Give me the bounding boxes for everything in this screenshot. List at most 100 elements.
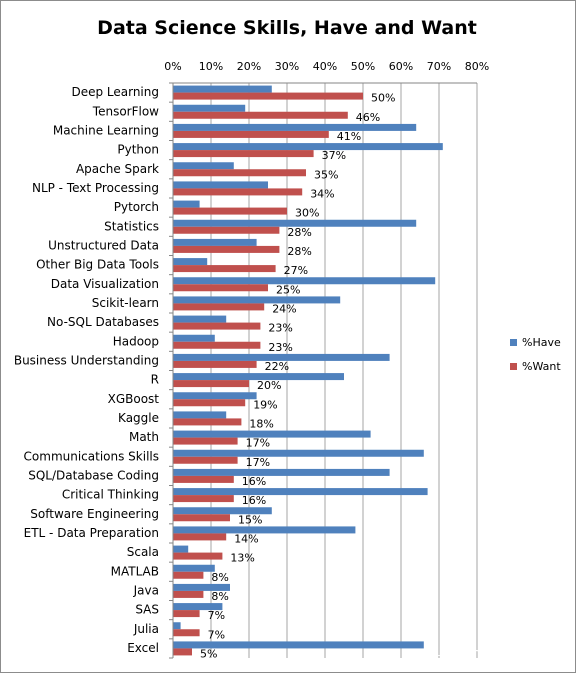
category-label: Kaggle [118,411,159,425]
bar-have [173,277,436,285]
axes: 0% 10% 20% 30% 40% 50% 60% 70% 80% Deep Learning T… [14,60,489,659]
bar-want [173,475,234,483]
bar-have [173,468,390,476]
bar-have [173,564,215,572]
bar-have [173,200,200,208]
data-label: 23% [268,341,292,354]
bar-have [173,526,356,534]
data-label: 14% [234,532,258,545]
x-tick-label: 60% [389,60,413,73]
legend: %Have %Want [510,336,561,373]
bar-want [173,552,223,560]
category-label: Unstructured Data [48,238,159,252]
bar-want [173,610,200,618]
bar-have [173,238,257,246]
legend-swatch [510,363,517,370]
bar-have [173,430,371,438]
bar-have [173,488,428,496]
legend-label: %Want [522,360,561,373]
bar-have [173,181,268,189]
data-label: 28% [287,245,311,258]
bar-have [173,583,230,591]
bar-want [173,418,242,426]
x-tick-label: 70% [427,60,451,73]
legend-swatch [510,339,517,346]
bar-have [173,641,424,649]
data-label: 16% [242,494,266,507]
bar-have [173,219,417,227]
bar-want [173,380,249,388]
data-label: 24% [272,302,296,315]
bar-want [173,188,303,196]
bar-want [173,648,192,656]
data-label: 7% [208,628,225,641]
data-label: 25% [276,283,300,296]
category-label: Deep Learning [71,85,159,99]
bar-have [173,449,424,457]
bar-have [173,162,234,170]
category-label: Excel [127,641,159,655]
category-label: Other Big Data Tools [36,258,159,272]
category-label: Julia [133,622,159,636]
data-label: 46% [356,111,380,124]
bar-have [173,545,189,553]
bar-have [173,123,417,131]
bar-want [173,303,265,311]
bars: 50% 46% 41% 37% 35% 34% 30% 28% 28% 27% 25% 24% 23% 2… [173,85,443,660]
category-label: TensorFlow [92,104,159,118]
bar-want [173,571,204,579]
bar-want [173,629,200,637]
data-label: 16% [242,475,266,488]
category-label: SAS [135,603,159,617]
x-tick-label: 40% [313,60,337,73]
data-label: 17% [246,456,270,469]
bar-want [173,399,246,407]
data-label: 18% [249,417,273,430]
data-label: 27% [284,264,308,277]
data-label: 17% [246,437,270,450]
legend-label: %Have [522,336,561,349]
watermark-text: 头条 @CDA数据分析师 [428,648,564,664]
bar-want [173,341,261,349]
bar-want [173,514,230,522]
data-label: 41% [337,130,361,143]
category-label: Math [129,430,159,444]
bar-have [173,258,208,266]
category-label: Java [133,583,159,597]
data-label: 19% [253,398,277,411]
bar-have [173,392,257,400]
category-label: Communications Skills [24,449,159,463]
bar-have [173,603,223,611]
category-label: Hadoop [113,334,159,348]
category-label: MATLAB [111,564,159,578]
data-label: 28% [287,226,311,239]
data-label: 5% [200,647,217,660]
x-tick-label: 30% [275,60,299,73]
bar-want [173,533,227,541]
data-label: 30% [295,207,319,220]
data-label: 8% [211,571,228,584]
category-label: No-SQL Databases [47,315,159,329]
data-label: 34% [310,187,334,200]
data-label: 7% [208,609,225,622]
category-label: SQL/Database Coding [28,468,159,482]
category-label: Machine Learning [53,123,159,137]
data-label: 15% [238,513,262,526]
bar-have [173,315,227,323]
bar-want [173,284,268,292]
bar-have [173,507,272,515]
x-tick-label: 10% [199,60,223,73]
bar-have [173,85,272,93]
data-label: 13% [230,552,254,565]
data-label: 22% [265,360,289,373]
bar-want [173,360,257,368]
category-label: Pytorch [114,200,159,214]
x-tick-label: 0% [164,60,181,73]
data-label: 50% [371,92,395,105]
category-label: Critical Thinking [62,488,159,502]
bar-want [173,169,306,177]
bar-want [173,92,363,100]
bar-want [173,150,314,158]
category-label: NLP - Text Processing [32,181,159,195]
